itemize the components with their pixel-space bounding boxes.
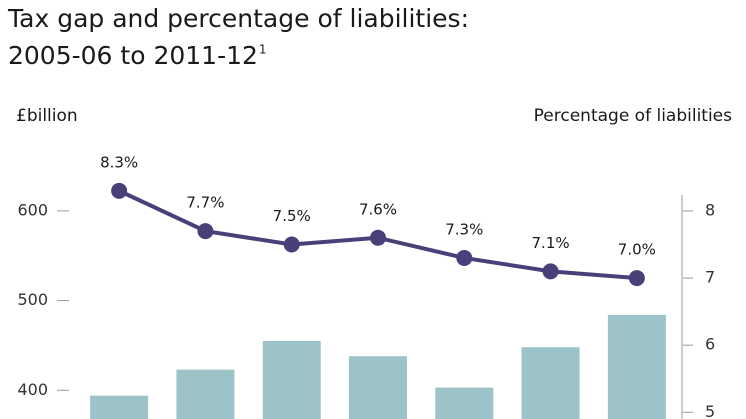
bar [435,387,494,419]
data-label: 7.6% [359,200,397,218]
y2-tick-label: 6 [705,335,715,354]
line-marker [111,182,128,199]
y-tick-label: 600 [17,200,48,219]
bar [176,369,235,419]
data-label: 7.0% [618,241,656,259]
y-tick-label: 500 [17,290,48,309]
bar [262,340,321,419]
y-axis-title: £billion [16,106,78,126]
line-marker [456,249,473,266]
line-marker [370,229,386,246]
y2-axis-title: Percentage of liabilities [534,106,732,126]
data-label: 7.3% [445,220,483,238]
y2-tick-label: 5 [705,402,715,419]
line-marker [197,223,214,240]
y2-tick-label: 7 [705,268,715,287]
data-label: 7.7% [186,194,224,212]
bar [349,356,407,419]
bar [521,347,580,419]
line-marker [283,236,300,253]
data-label: 7.5% [273,207,311,225]
line-marker [542,263,559,280]
bar [90,395,149,419]
y2-tick-label: 8 [705,200,715,219]
y-tick-label: 400 [17,380,48,399]
data-label: 7.1% [532,234,570,252]
line-marker [628,270,645,287]
bar [607,314,666,419]
chart-title: Tax gap and percentage of liabilities: [7,4,469,33]
footnote-marker: 1 [259,43,267,57]
data-label: 8.3% [100,153,138,171]
chart-subtitle: 2005-06 to 2011-12 [8,41,258,70]
